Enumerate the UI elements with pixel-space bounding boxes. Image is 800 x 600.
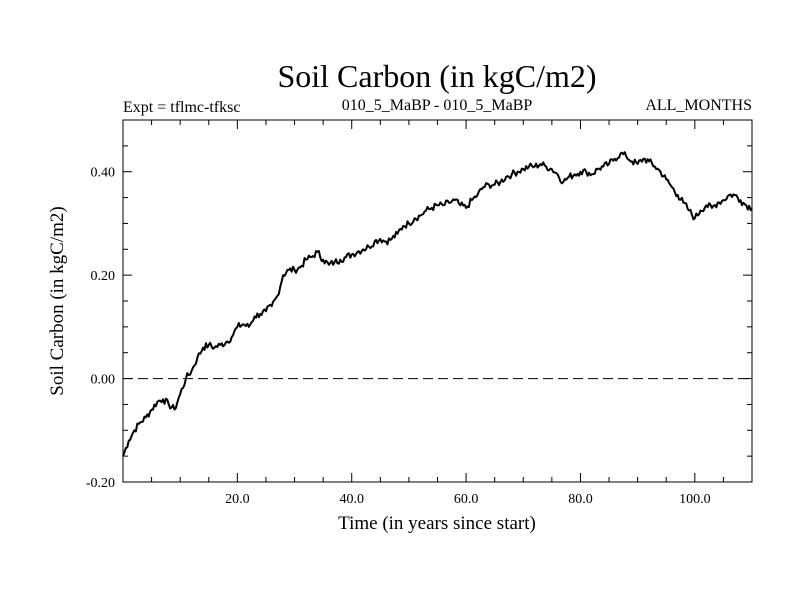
plot-frame — [122, 119, 753, 483]
y-tick-label: 0.00 — [91, 373, 116, 388]
x-tick-label: 20.0 — [225, 492, 250, 507]
subtitle-left: Expt = tflmc-tfksc — [123, 99, 240, 116]
chart-title: Soil Carbon (in kgC/m2) — [277, 58, 596, 94]
y-axis-ticks: -0.20 0.00 0.20 0.40 — [86, 119, 752, 491]
y-tick-label: 0.20 — [91, 269, 116, 284]
x-tick-label: 80.0 — [568, 492, 593, 507]
subtitle-right: ALL_MONTHS — [645, 97, 752, 114]
y-axis-label: Soil Carbon (in kgC/m2) — [47, 206, 68, 395]
y-tick-label: 0.40 — [91, 166, 116, 181]
x-axis-label: Time (in years since start) — [338, 513, 536, 534]
y-tick-label: -0.20 — [86, 476, 115, 491]
soil-carbon-series-line — [122, 151, 753, 457]
x-tick-label: 40.0 — [339, 492, 364, 507]
x-tick-label: 60.0 — [454, 492, 479, 507]
x-tick-label: 100.0 — [679, 492, 711, 507]
subtitle-center: 010_5_MaBP - 010_5_MaBP — [342, 97, 533, 114]
x-axis-ticks: 20.0 40.0 60.0 80.0 100.0 — [151, 120, 724, 507]
